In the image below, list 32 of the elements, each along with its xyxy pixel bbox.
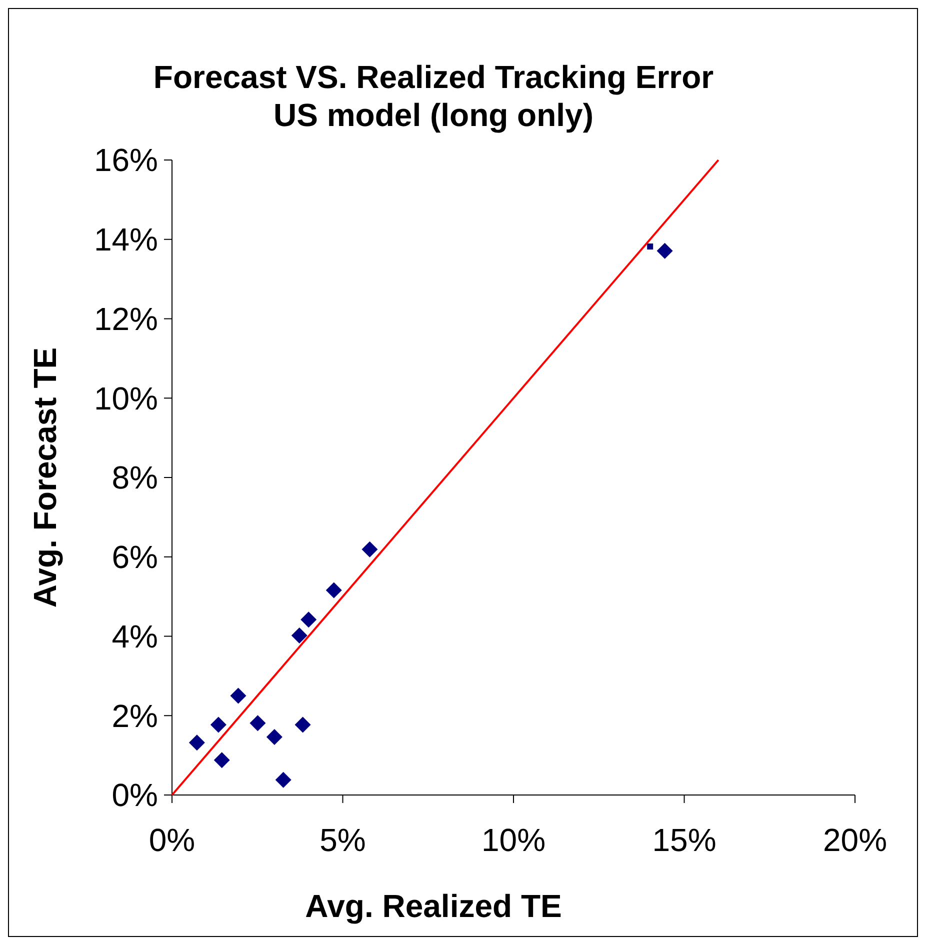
chart-subtitle: US model (long only)	[274, 97, 594, 133]
point	[647, 244, 654, 250]
point	[214, 752, 230, 768]
point	[275, 772, 292, 788]
y-tick-label: 14%	[94, 222, 158, 258]
chart-title: Forecast VS. Realized Tracking Error	[153, 59, 714, 95]
point	[362, 541, 378, 558]
y-tick-label: 4%	[112, 618, 158, 654]
y-tick-label: 0%	[112, 777, 158, 814]
point	[300, 612, 317, 628]
y-tick-label: 6%	[112, 539, 158, 576]
point	[294, 716, 311, 733]
point	[210, 716, 226, 733]
x-tick-label: 10%	[481, 822, 546, 858]
y-tick-label: 8%	[112, 460, 158, 496]
y-axis-title: Avg. Forecast TE	[27, 347, 63, 608]
x-tick-label: 15%	[652, 822, 716, 858]
y-tick-label: 12%	[94, 300, 158, 337]
x-tick-label: 0%	[148, 822, 196, 858]
x-tick-label: 5%	[320, 822, 366, 858]
point	[230, 688, 246, 704]
point	[250, 715, 266, 732]
y-tick-label: 10%	[94, 380, 158, 416]
x-axis-title: Avg. Realized TE	[305, 888, 562, 924]
point	[266, 729, 282, 746]
point	[291, 627, 308, 644]
y-tick-label: 16%	[94, 142, 158, 178]
point	[326, 582, 342, 598]
x-tick-label: 20%	[822, 822, 888, 858]
y-tick-label: 2%	[112, 698, 158, 734]
point	[656, 242, 673, 259]
point	[188, 734, 205, 751]
